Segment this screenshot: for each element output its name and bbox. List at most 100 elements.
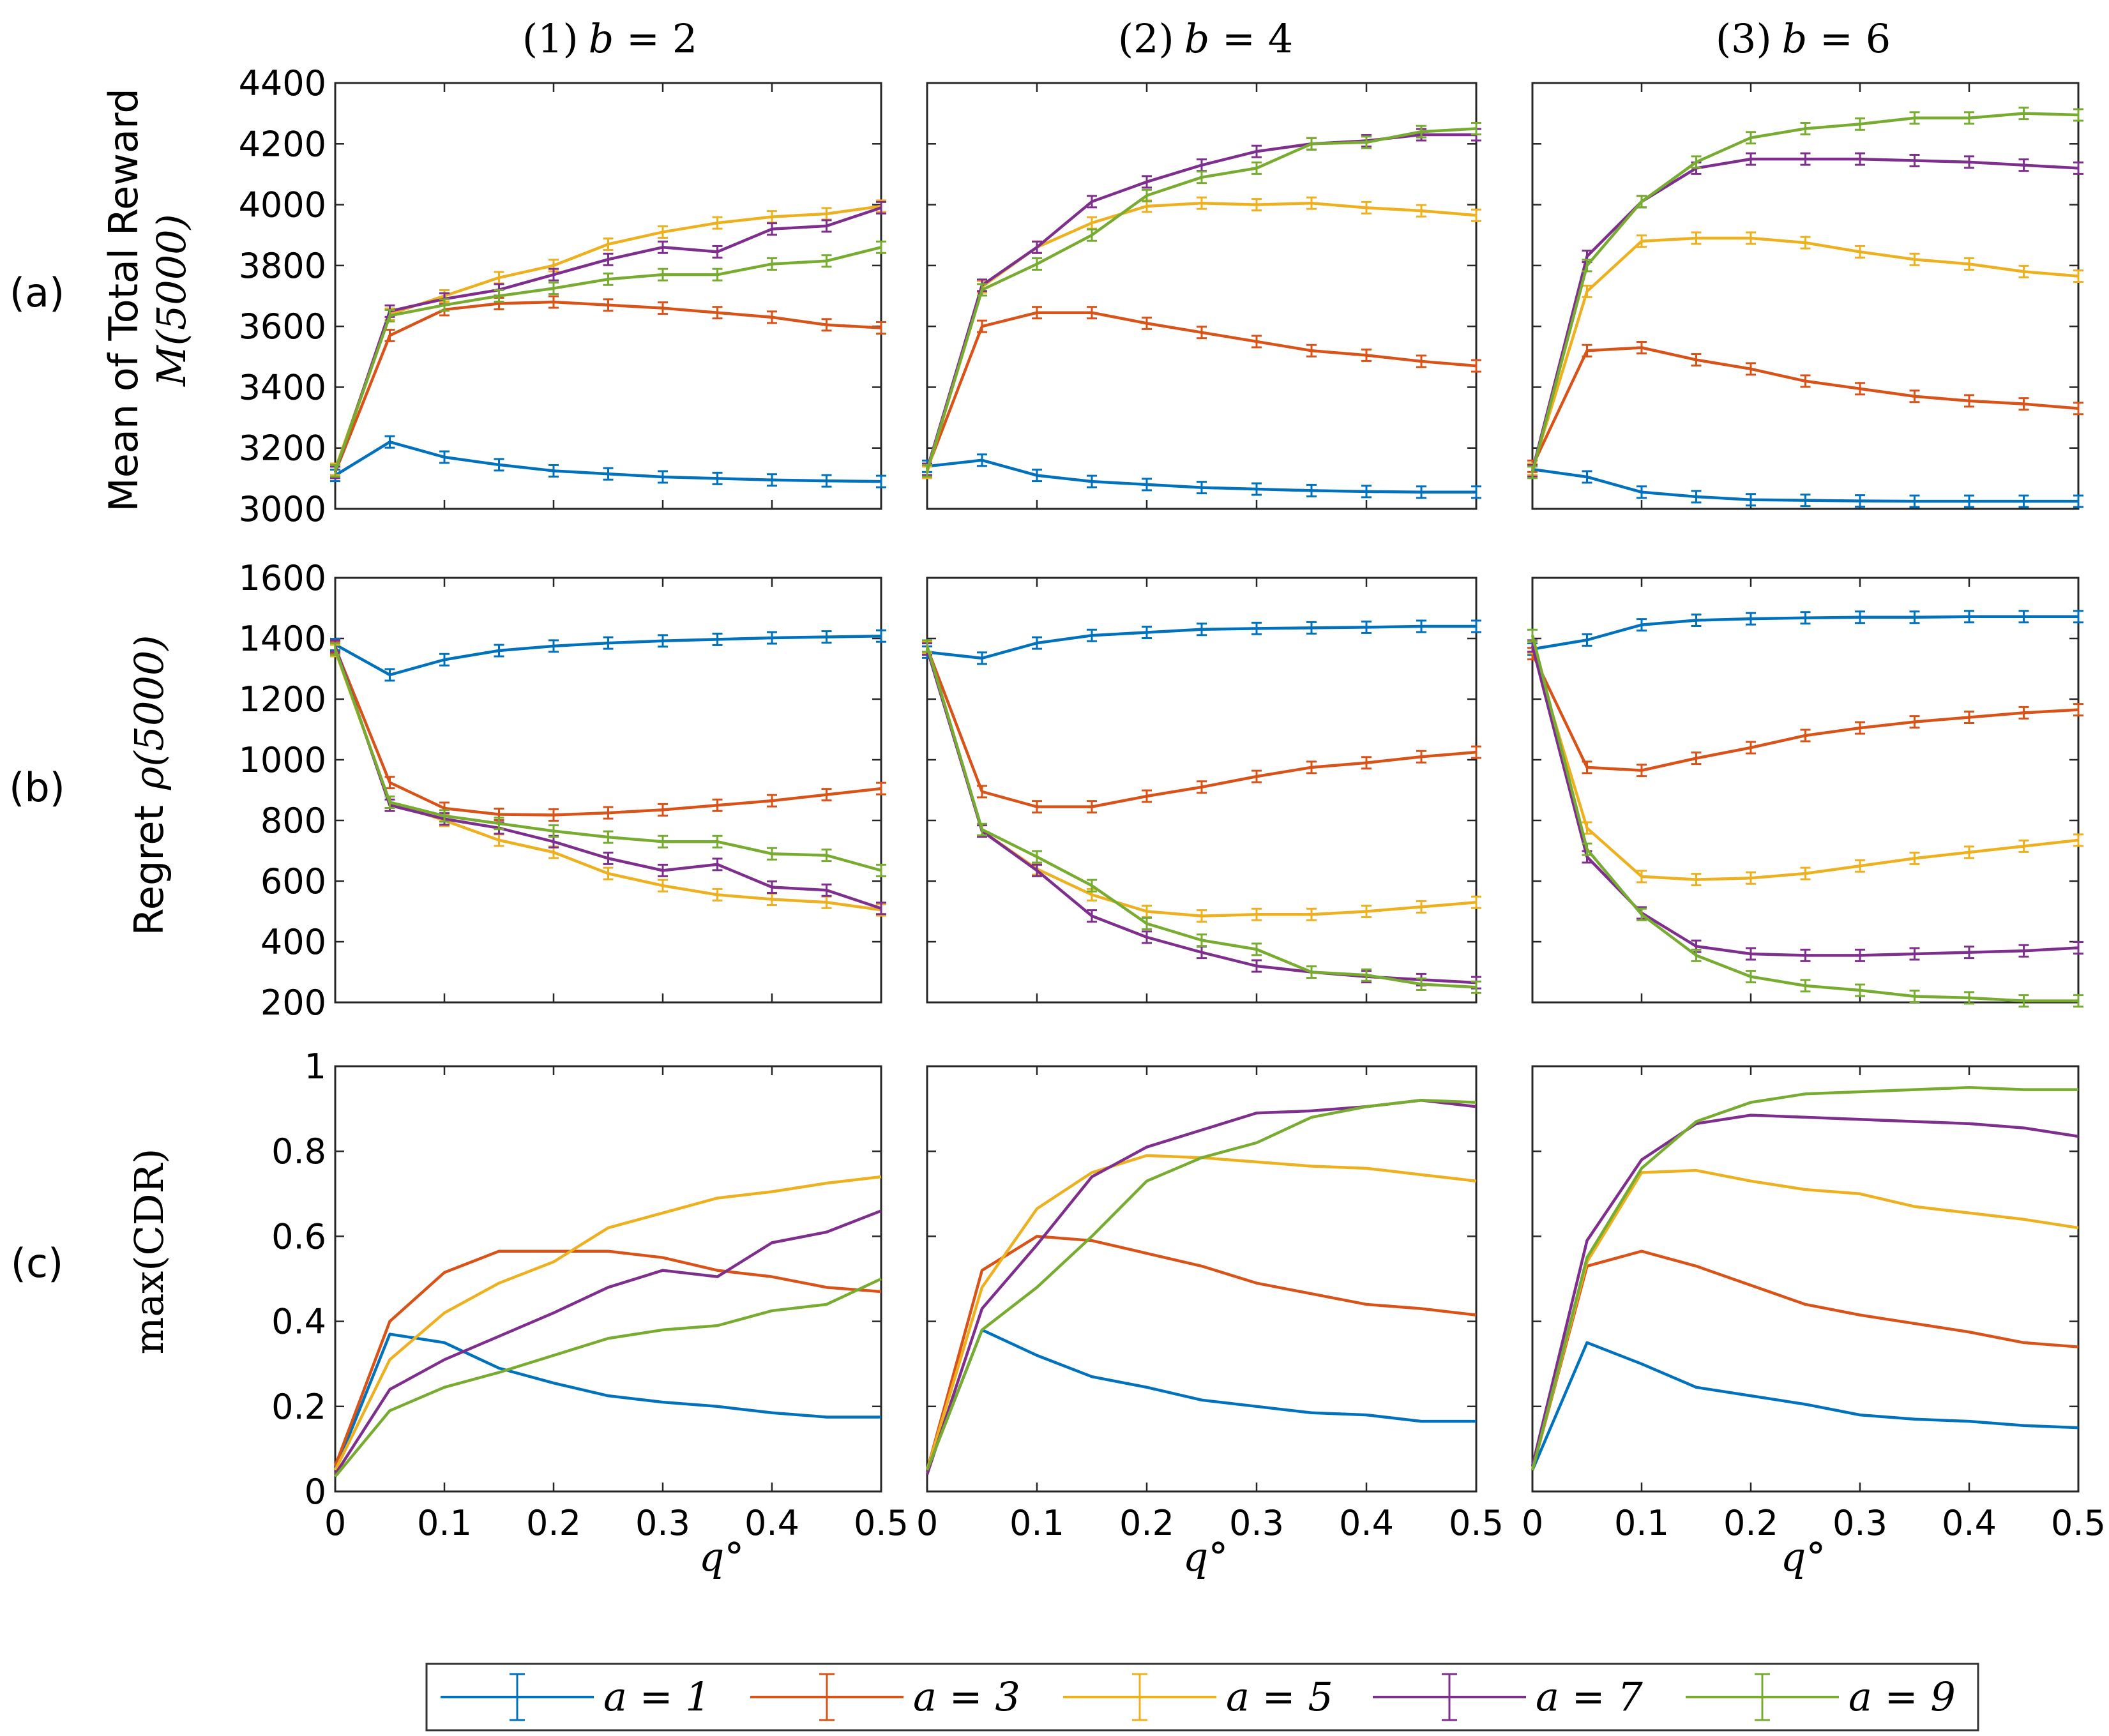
error-bar <box>658 863 668 877</box>
error-bar <box>1361 905 1372 918</box>
error-bar <box>1964 394 1974 408</box>
error-bar <box>1909 389 1920 404</box>
error-bar <box>2018 610 2029 624</box>
error-bar <box>1527 628 1538 642</box>
error-bar <box>603 866 614 880</box>
error-bar <box>1800 948 1811 962</box>
error-bar <box>1637 195 1647 209</box>
x-tick-label: 0.2 <box>1119 1503 1174 1543</box>
error-bar <box>1361 485 1372 499</box>
error-bar <box>1637 764 1647 778</box>
series-line-a9 <box>1531 635 2078 1002</box>
error-bar <box>876 200 886 215</box>
error-bar <box>1142 930 1152 944</box>
error-bar <box>1032 863 1042 877</box>
x-tick-label: 0.5 <box>1449 1503 1504 1543</box>
error-bar <box>1637 485 1647 499</box>
error-bar <box>1855 948 1865 962</box>
error-bar <box>1471 895 1481 909</box>
series-line-a3 <box>925 1235 1477 1471</box>
error-bar <box>658 268 668 282</box>
error-bar <box>548 268 559 282</box>
error-bar <box>1855 983 1865 997</box>
error-bar <box>1746 612 1756 626</box>
x-tick-label: 0.4 <box>1339 1503 1394 1543</box>
error-bar <box>548 808 559 822</box>
error-bar <box>1800 611 1811 625</box>
error-bar <box>548 295 559 309</box>
series-line-a9 <box>334 1277 882 1478</box>
error-bar <box>1800 979 1811 993</box>
error-bar <box>2018 107 2029 121</box>
series-line-a7 <box>1531 1113 2079 1467</box>
error-bar <box>1142 188 1152 202</box>
error-bar <box>658 834 668 849</box>
error-bar <box>712 306 723 320</box>
series-line-a3 <box>333 647 882 817</box>
error-bar <box>548 639 559 653</box>
error-bar <box>603 252 614 266</box>
error-bar <box>1361 968 1372 982</box>
error-bar <box>712 632 723 646</box>
error-bar <box>1582 760 1592 774</box>
error-bar <box>1637 907 1647 921</box>
series-line-a9 <box>1531 112 2079 473</box>
error-bar <box>1306 760 1317 774</box>
axes-box <box>926 1065 1478 1493</box>
error-bar <box>977 453 987 467</box>
error-bar <box>2073 494 2083 508</box>
ylabel-row-a-line1: Mean of Total Reward <box>100 88 147 512</box>
axes-box <box>926 82 1478 510</box>
error-bar <box>1909 111 1920 125</box>
error-bar <box>384 328 395 342</box>
error-bar <box>658 240 668 254</box>
error-bar <box>1471 208 1481 222</box>
error-bar <box>2073 269 2083 283</box>
error-bar <box>2073 610 2083 624</box>
error-bar <box>1855 494 1865 508</box>
axes-box <box>1531 577 2080 1004</box>
error-bar <box>384 308 395 322</box>
error-bar <box>603 238 614 252</box>
error-bar <box>1306 137 1317 151</box>
error-bar <box>1142 478 1152 492</box>
axes-box <box>1531 1065 2080 1493</box>
x-tick-label: 0.5 <box>2051 1503 2106 1543</box>
error-bar <box>1582 259 1592 273</box>
series-line-a7 <box>925 133 1476 470</box>
x-tick-label: 0.4 <box>745 1503 799 1543</box>
error-bar <box>1306 483 1317 497</box>
error-bar <box>2073 994 2083 1008</box>
error-bar <box>1691 873 1702 887</box>
error-bar <box>767 794 777 808</box>
error-bar <box>1471 745 1481 759</box>
error-bar <box>712 834 723 849</box>
error-bar <box>603 806 614 820</box>
error-bar <box>1087 474 1097 488</box>
error-bar <box>439 298 450 312</box>
error-bar <box>1855 245 1865 259</box>
error-bar <box>1746 231 1756 245</box>
error-bar <box>1032 240 1042 254</box>
error-bar <box>1416 977 1426 991</box>
error-bar <box>2018 994 2029 1008</box>
series-line-a3 <box>1531 653 2079 772</box>
legend-item-a7: a = 7 <box>1373 1673 1643 1721</box>
series-line-a5 <box>925 1154 1477 1471</box>
error-bar <box>1855 859 1865 873</box>
error-bar <box>494 289 504 303</box>
x-tick-label: 0.1 <box>417 1503 472 1543</box>
legend-label: a = 7 <box>1536 1673 1643 1720</box>
error-bar <box>1746 493 1756 507</box>
ylabel-row-c: max(CDR) <box>126 1149 172 1355</box>
legend-label: a = 3 <box>913 1673 1020 1720</box>
series-line-a9 <box>1531 1086 2078 1471</box>
row-tag-c: (c) <box>11 1240 63 1287</box>
error-bar <box>384 435 395 449</box>
y-tick-label: 600 <box>261 861 326 902</box>
error-bar <box>1197 196 1207 210</box>
y-tick-label: 3200 <box>239 428 326 469</box>
legend: a = 1 a = 3 a = 5 a = 7 a = 9 <box>425 1663 1979 1732</box>
panel-c-1: 0 0.1 0.2 0.3 0.4 0.5 0 0.2 0.4 0.6 0.8 1 <box>271 1046 909 1543</box>
